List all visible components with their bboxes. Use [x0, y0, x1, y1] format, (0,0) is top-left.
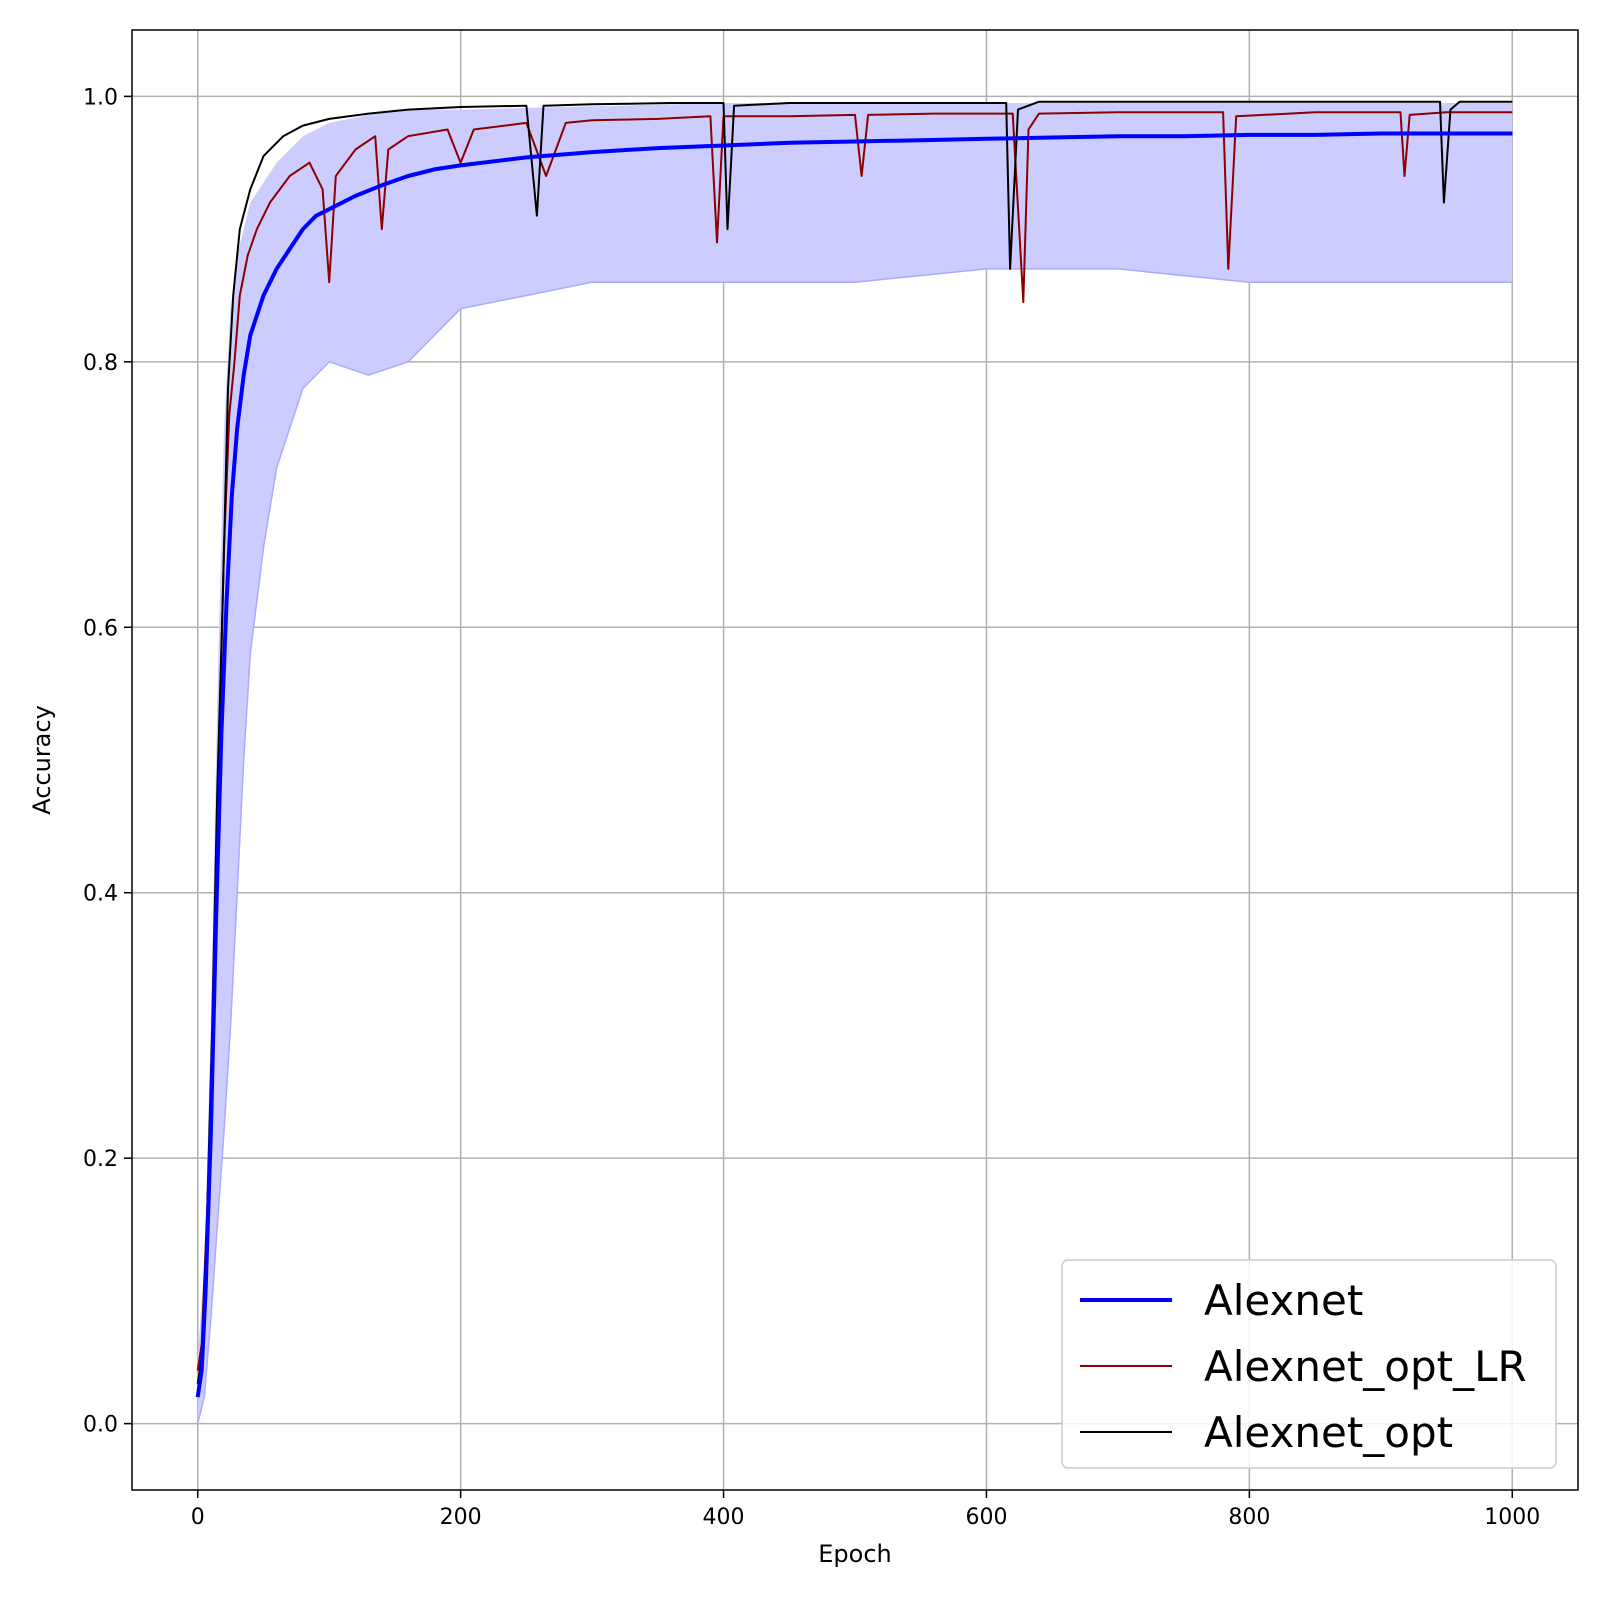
- legend-label: Alexnet_opt: [1204, 1408, 1453, 1457]
- ticks: 0 200 400 600 800 1000 0.0 0.2 0.4 0.6 0.8 1.0: [83, 85, 1540, 1530]
- legend-label: Alexnet: [1204, 1276, 1363, 1325]
- x-tick-label: 400: [703, 1505, 745, 1530]
- y-tick-label: 0.2: [83, 1147, 118, 1172]
- alexnet-band-lower-edge: [196, 268, 1513, 1424]
- y-tick-label: 0.8: [83, 351, 118, 376]
- x-tick-label: 800: [1228, 1505, 1270, 1530]
- series-line-alexnet: [195, 131, 1513, 1398]
- x-tick-label: 0: [191, 1505, 205, 1530]
- y-tick-label: 0.6: [83, 616, 118, 641]
- y-tick-label: 0.4: [83, 882, 118, 907]
- x-tick-label: 1000: [1484, 1505, 1540, 1530]
- legend-label: Alexnet_opt_LR: [1204, 1342, 1527, 1391]
- x-tick-label: 200: [440, 1505, 482, 1530]
- y-tick-label: 0.0: [83, 1413, 118, 1438]
- axes-frame: [131, 29, 1579, 1491]
- legend: Alexnet Alexnet_opt_LR Alexnet_opt: [1061, 1259, 1557, 1469]
- series-line-alexnet-opt-lr: [196, 111, 1513, 1371]
- y-tick-label: 1.0: [83, 85, 118, 110]
- legend-box: [1061, 1259, 1557, 1469]
- x-axis-label: Epoch: [818, 1540, 892, 1568]
- series-line-alexnet-opt: [196, 100, 1513, 1384]
- alexnet-range-band: [197, 103, 1513, 1424]
- y-axis-label: Accuracy: [28, 705, 56, 815]
- x-tick-label: 600: [965, 1505, 1007, 1530]
- plot-area: [195, 100, 1513, 1424]
